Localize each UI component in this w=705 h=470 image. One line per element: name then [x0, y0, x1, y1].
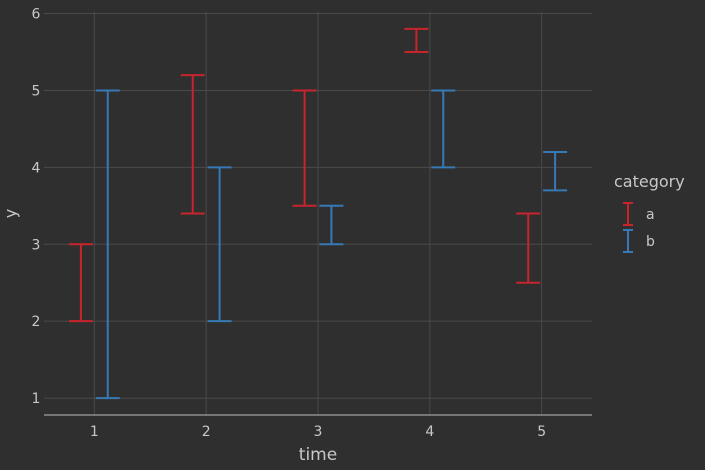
legend-label: b [646, 234, 655, 250]
x-tick-label: 1 [90, 424, 99, 440]
errorbar-a [404, 27, 429, 53]
y-tick-label: 2 [32, 314, 41, 330]
y-tick-label: 5 [32, 83, 41, 99]
x-axis-label: time [299, 445, 337, 465]
errorbar-b [319, 204, 344, 246]
errorbar-a [68, 243, 93, 323]
errorbar-b [207, 166, 232, 323]
y-tick-label: 6 [32, 7, 41, 23]
x-tick-label: 5 [537, 424, 546, 440]
grid [44, 12, 592, 415]
errorbar-a [180, 74, 205, 215]
x-tick-labels: 1 2 3 4 5 [90, 424, 546, 440]
y-tick-labels: 1 2 3 4 5 6 [32, 7, 41, 408]
legend: category ab [614, 172, 685, 253]
errorbar-b [95, 89, 120, 400]
error-bars [68, 27, 568, 400]
legend-item-a: a [623, 202, 655, 226]
y-tick-label: 1 [32, 391, 41, 407]
legend-title: category [614, 172, 685, 191]
y-tick-label: 3 [32, 237, 41, 253]
errorbar-a [292, 89, 317, 207]
errorbar-b [431, 89, 456, 169]
x-tick-label: 2 [202, 424, 211, 440]
errorbar-b [543, 150, 568, 192]
legend-item-b: b [623, 229, 655, 253]
y-axis-label: y [1, 209, 20, 218]
errorbar-a [516, 212, 541, 284]
x-tick-label: 4 [425, 424, 434, 440]
legend-label: a [646, 207, 655, 223]
x-tick-label: 3 [314, 424, 323, 440]
y-tick-label: 4 [32, 160, 41, 176]
